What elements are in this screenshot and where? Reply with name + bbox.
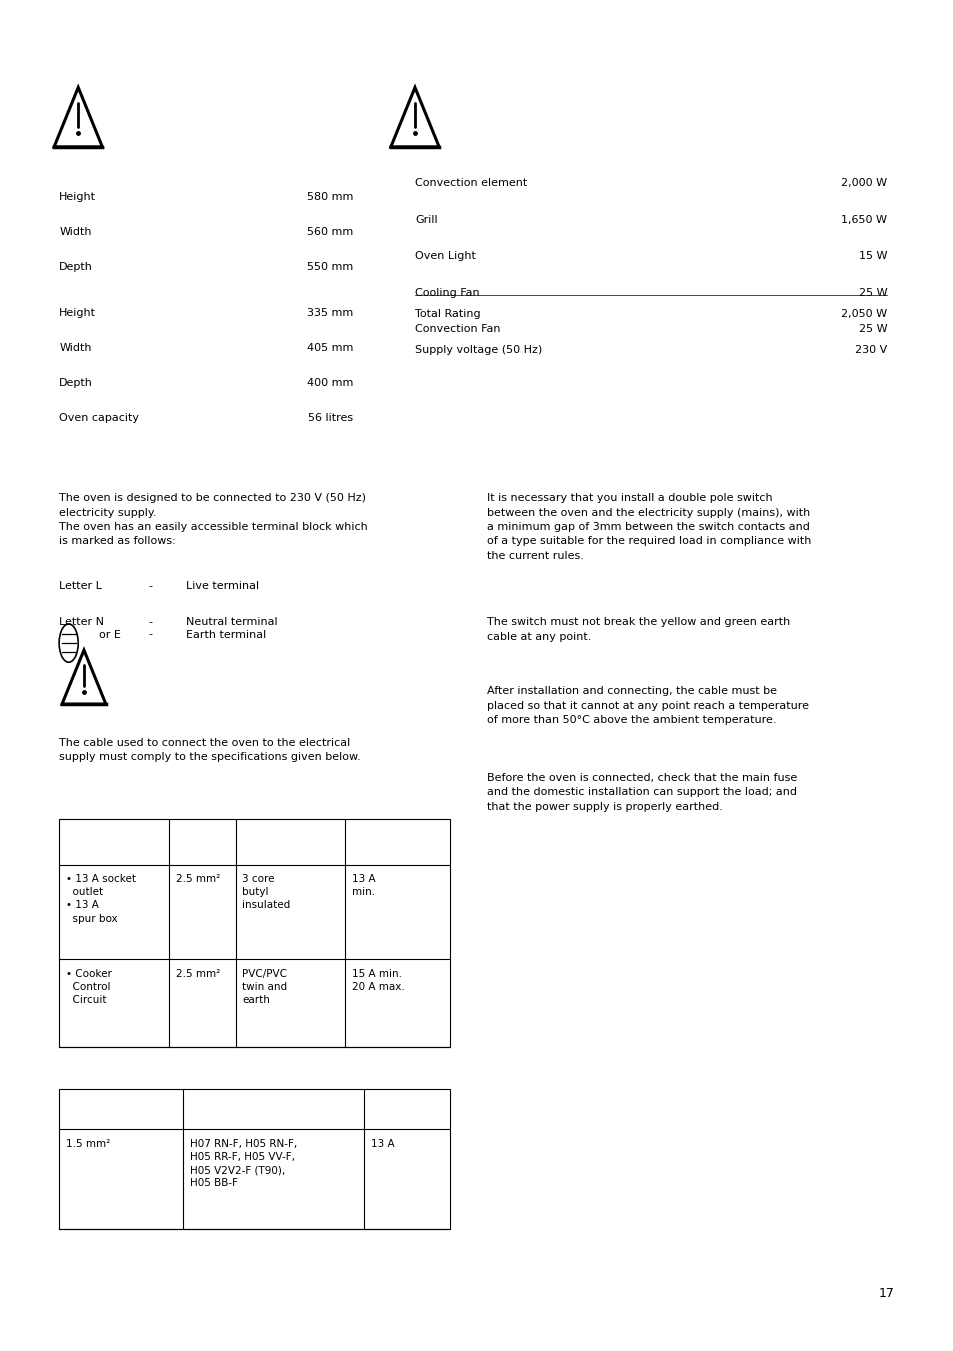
Text: Supply voltage (50 Hz): Supply voltage (50 Hz) <box>415 345 541 354</box>
Text: -: - <box>149 581 152 590</box>
Text: 2,050 W: 2,050 W <box>841 309 886 319</box>
Text: 13 A
min.: 13 A min. <box>352 874 375 897</box>
Text: Depth: Depth <box>59 378 93 388</box>
Text: PVC/PVC
twin and
earth: PVC/PVC twin and earth <box>242 969 287 1005</box>
Text: Convection Fan: Convection Fan <box>415 324 500 334</box>
Text: 15 A min.
20 A max.: 15 A min. 20 A max. <box>352 969 404 992</box>
Text: Neutral terminal: Neutral terminal <box>186 617 277 627</box>
Text: After installation and connecting, the cable must be
placed so that it cannot at: After installation and connecting, the c… <box>486 686 808 725</box>
Text: The cable used to connect the oven to the electrical
supply must comply to the s: The cable used to connect the oven to th… <box>59 738 360 762</box>
Text: 15 W: 15 W <box>858 251 886 261</box>
Text: 400 mm: 400 mm <box>306 378 353 388</box>
Text: 230 V: 230 V <box>854 345 886 354</box>
Text: Cooling Fan: Cooling Fan <box>415 288 479 297</box>
Text: 550 mm: 550 mm <box>307 262 353 272</box>
Text: Earth terminal: Earth terminal <box>186 630 266 639</box>
Text: Total Rating: Total Rating <box>415 309 480 319</box>
Text: 13 A: 13 A <box>371 1139 395 1148</box>
Text: H07 RN-F, H05 RN-F,
H05 RR-F, H05 VV-F,
H05 V2V2-F (T90),
H05 BB-F: H07 RN-F, H05 RN-F, H05 RR-F, H05 VV-F, … <box>190 1139 296 1189</box>
Text: Width: Width <box>59 343 91 353</box>
Text: 25 W: 25 W <box>858 324 886 334</box>
Text: Grill: Grill <box>415 215 437 224</box>
Text: • 13 A socket
  outlet
• 13 A
  spur box: • 13 A socket outlet • 13 A spur box <box>66 874 135 924</box>
Text: Width: Width <box>59 227 91 236</box>
Text: 1,650 W: 1,650 W <box>841 215 886 224</box>
Text: Height: Height <box>59 192 96 201</box>
Text: Height: Height <box>59 308 96 317</box>
Bar <box>59 819 450 1047</box>
Text: 580 mm: 580 mm <box>306 192 353 201</box>
Text: 335 mm: 335 mm <box>307 308 353 317</box>
Text: or E: or E <box>99 630 121 639</box>
Text: 17: 17 <box>878 1286 894 1300</box>
Text: The switch must not break the yellow and green earth
cable at any point.: The switch must not break the yellow and… <box>486 617 789 642</box>
Text: Before the oven is connected, check that the main fuse
and the domestic installa: Before the oven is connected, check that… <box>486 773 796 812</box>
Text: 560 mm: 560 mm <box>307 227 353 236</box>
Text: -: - <box>149 617 152 627</box>
Text: The oven is designed to be connected to 230 V (50 Hz)
electricity supply.
The ov: The oven is designed to be connected to … <box>59 493 368 546</box>
Text: Convection element: Convection element <box>415 178 527 188</box>
Text: • Cooker
  Control
  Circuit: • Cooker Control Circuit <box>66 969 112 1005</box>
Text: Letter L: Letter L <box>59 581 102 590</box>
Text: 1.5 mm²: 1.5 mm² <box>66 1139 110 1148</box>
Text: Oven Light: Oven Light <box>415 251 476 261</box>
Text: 2,000 W: 2,000 W <box>841 178 886 188</box>
Bar <box>59 1089 450 1229</box>
Text: 3 core
butyl
insulated: 3 core butyl insulated <box>242 874 291 911</box>
Text: Depth: Depth <box>59 262 93 272</box>
Text: It is necessary that you install a double pole switch
between the oven and the e: It is necessary that you install a doubl… <box>486 493 810 561</box>
Text: -: - <box>149 630 152 639</box>
Text: 56 litres: 56 litres <box>308 413 353 423</box>
Text: Live terminal: Live terminal <box>186 581 259 590</box>
Text: 2.5 mm²: 2.5 mm² <box>175 969 219 978</box>
Text: 405 mm: 405 mm <box>306 343 353 353</box>
Text: Letter N: Letter N <box>59 617 104 627</box>
Text: 2.5 mm²: 2.5 mm² <box>175 874 219 884</box>
Text: 25 W: 25 W <box>858 288 886 297</box>
Text: Oven capacity: Oven capacity <box>59 413 139 423</box>
